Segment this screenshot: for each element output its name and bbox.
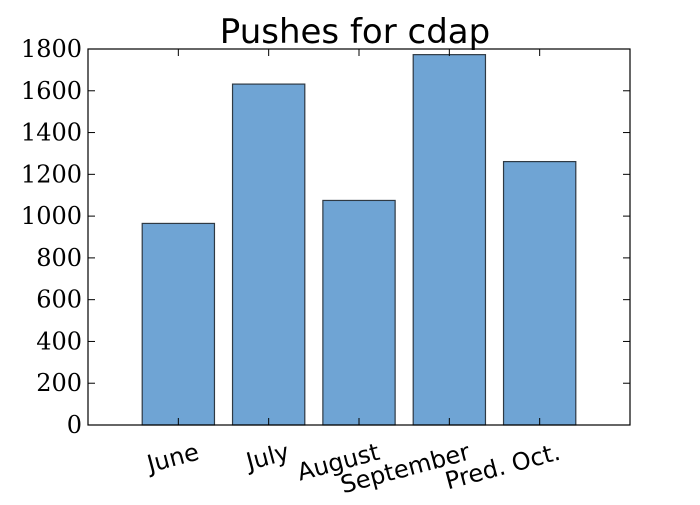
x-tick-label: July bbox=[241, 438, 292, 477]
plot-area-frame bbox=[87, 48, 631, 426]
y-tick-label: 1000 bbox=[21, 202, 82, 230]
y-tick-label: 800 bbox=[36, 244, 82, 272]
y-tick-label: 1600 bbox=[21, 77, 82, 105]
bar-august bbox=[322, 199, 396, 426]
y-tick-label: 0 bbox=[67, 411, 82, 439]
bar-july bbox=[231, 83, 306, 426]
x-tick-label: June bbox=[142, 438, 202, 479]
y-tick-label: 400 bbox=[36, 327, 82, 355]
bars-layer bbox=[141, 54, 577, 426]
chart-title: Pushes for cdap bbox=[220, 12, 490, 52]
y-tick-label: 1800 bbox=[21, 35, 82, 63]
y-tick-label: 600 bbox=[36, 286, 82, 314]
y-tick-label: 1200 bbox=[21, 160, 82, 188]
bar-june bbox=[141, 222, 216, 426]
y-tick-label: 200 bbox=[36, 369, 82, 397]
bar-september bbox=[412, 54, 487, 426]
bar-pred-oct bbox=[502, 160, 577, 426]
y-tick-label: 1400 bbox=[21, 119, 82, 147]
